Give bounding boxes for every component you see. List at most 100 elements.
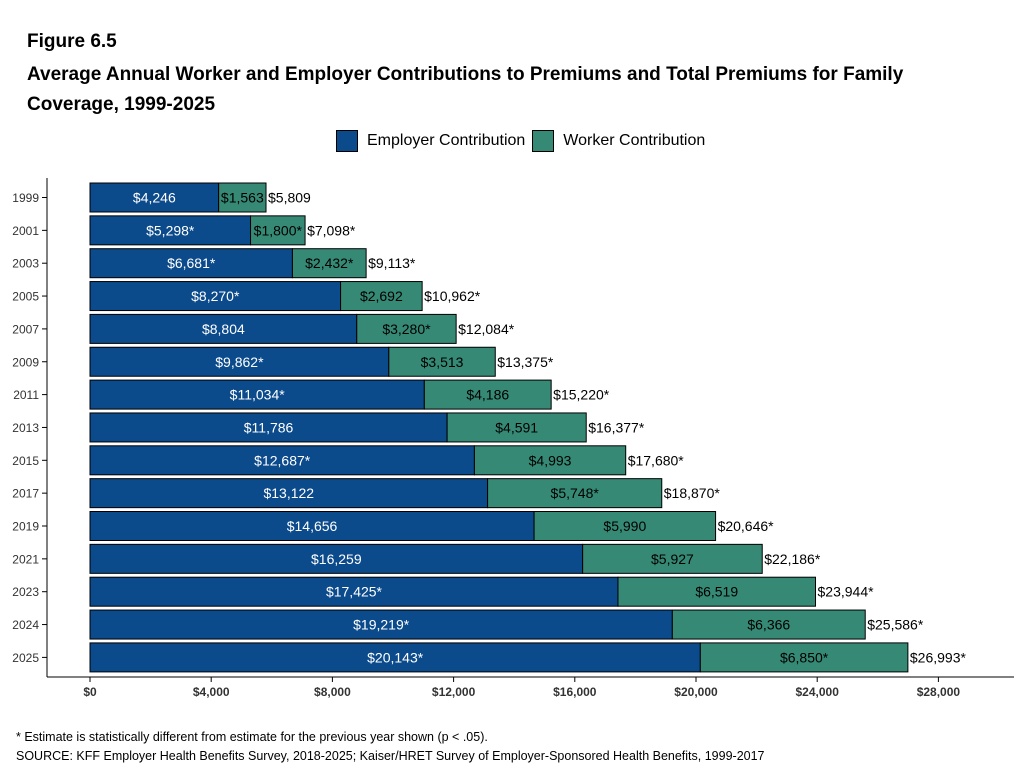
label-worker-2011: $4,186 — [466, 387, 509, 403]
bar-worker-2015 — [473, 445, 627, 476]
bar-worker-2025 — [699, 642, 909, 673]
x-tick-label: $24,000 — [796, 685, 840, 699]
y-tick-label: 2021 — [12, 552, 39, 566]
legend-item-employer: Employer Contribution — [336, 130, 525, 152]
footnote: * Estimate is statistically different fr… — [16, 730, 488, 744]
bar-employer-2001 — [89, 215, 252, 246]
y-tick-label: 2023 — [12, 585, 39, 599]
bar-employer-2003 — [89, 248, 293, 279]
label-total-2015: $17,680* — [628, 452, 685, 468]
x-tick-label: $16,000 — [553, 685, 597, 699]
label-worker-2017: $5,748* — [551, 485, 600, 501]
bar-worker-2013 — [446, 412, 587, 443]
x-tick-label: $12,000 — [432, 685, 476, 699]
label-total-2003: $9,113* — [368, 255, 416, 271]
y-tick-label: 2001 — [12, 224, 39, 238]
y-tick-label: 2011 — [13, 388, 39, 402]
label-worker-2003: $2,432* — [305, 255, 354, 271]
label-employer-2011: $11,034* — [230, 387, 286, 403]
label-worker-2021: $5,927 — [651, 551, 694, 567]
bar-worker-2009 — [388, 346, 496, 377]
label-worker-2015: $4,993 — [529, 452, 572, 468]
bar-employer-2005 — [89, 281, 342, 312]
bar-worker-2017 — [487, 478, 663, 509]
bar-worker-2005 — [340, 281, 423, 312]
y-tick-label: 2015 — [12, 454, 39, 468]
label-total-2025: $26,993* — [910, 649, 967, 665]
label-total-1999: $5,809 — [268, 190, 311, 206]
bar-employer-2023 — [89, 576, 619, 607]
y-tick-label: 2017 — [12, 487, 39, 501]
bar-employer-2015 — [89, 445, 475, 476]
label-total-2019: $20,646* — [718, 518, 775, 534]
bar-employer-2021 — [89, 543, 584, 574]
label-worker-2013: $4,591 — [495, 419, 538, 435]
bar-worker-2007 — [356, 313, 457, 344]
x-tick-label: $28,000 — [917, 685, 961, 699]
label-employer-2015: $12,687* — [254, 452, 311, 468]
label-employer-2007: $8,804 — [202, 321, 245, 337]
label-total-2005: $10,962* — [424, 288, 481, 304]
bar-worker-2019 — [533, 511, 717, 541]
label-worker-1999: $1,563 — [221, 190, 264, 206]
label-worker-2007: $3,280* — [382, 321, 431, 337]
x-tick-label: $20,000 — [674, 685, 718, 699]
label-total-2007: $12,084* — [458, 321, 515, 337]
bar-employer-2011 — [89, 379, 425, 410]
label-total-2011: $15,220* — [553, 387, 610, 403]
label-worker-2023: $6,519 — [695, 584, 738, 600]
y-tick-label: 2019 — [12, 520, 39, 534]
y-tick-label: 2009 — [12, 355, 39, 369]
bar-worker-2003 — [291, 248, 367, 279]
bar-employer-2009 — [89, 346, 390, 377]
chart-legend: Employer Contribution Worker Contributio… — [336, 128, 712, 154]
bar-employer-2007 — [89, 313, 358, 344]
bar-worker-2021 — [582, 543, 763, 574]
y-tick-label: 2007 — [12, 322, 39, 336]
label-employer-2005: $8,270* — [191, 288, 240, 304]
legend-swatch-employer — [336, 130, 358, 152]
x-tick-label: $4,000 — [193, 685, 230, 699]
bar-worker-2011 — [423, 379, 552, 410]
figure-label: Figure 6.5 — [27, 31, 117, 52]
label-employer-1999: $4,246 — [133, 190, 176, 206]
stacked-bar-chart: $0 $4,000 $8,000 $12,000 $16,000 $20,000 $24,0… — [12, 178, 1014, 699]
y-tick-label: 2025 — [12, 651, 39, 665]
legend-swatch-worker — [532, 130, 555, 152]
bar-worker-2024 — [671, 609, 866, 640]
label-employer-2019: $14,656 — [287, 518, 338, 534]
y-tick-label: 2013 — [12, 421, 39, 435]
bar-employer-2025 — [89, 642, 701, 673]
label-total-2009: $13,375* — [497, 354, 554, 370]
label-worker-2024: $6,366 — [747, 617, 790, 633]
x-tick-label: $0 — [83, 685, 97, 699]
legend-label-employer: Employer Contribution — [367, 132, 526, 149]
label-employer-2023: $17,425* — [326, 584, 383, 600]
bar-employer-2019 — [89, 511, 535, 541]
label-total-2023: $23,944* — [818, 584, 875, 600]
label-worker-2009: $3,513 — [421, 354, 464, 370]
y-tick-label: 1999 — [12, 191, 39, 205]
label-total-2017: $18,870* — [664, 485, 721, 501]
label-employer-2013: $11,786 — [244, 419, 294, 435]
label-worker-2025: $6,850* — [780, 649, 829, 665]
label-worker-2019: $5,990 — [603, 518, 646, 534]
label-employer-2009: $9,862* — [215, 354, 264, 370]
label-total-2001: $7,098* — [307, 222, 356, 238]
bar-worker-2001 — [250, 215, 306, 246]
label-worker-2001: $1,800* — [254, 222, 303, 238]
label-employer-2003: $6,681* — [167, 255, 216, 271]
legend-item-worker: Worker Contribution — [532, 130, 705, 152]
source-note: SOURCE: KFF Employer Health Benefits Sur… — [16, 749, 765, 763]
bar-employer-2017 — [89, 478, 489, 509]
bar-employer-2013 — [89, 412, 448, 443]
label-total-2021: $22,186* — [764, 551, 821, 567]
y-tick-label: 2003 — [12, 257, 39, 271]
bar-employer-2024 — [89, 609, 673, 640]
y-tick-label: 2005 — [12, 290, 39, 304]
y-tick-label: 2024 — [12, 618, 39, 632]
label-employer-2017: $13,122 — [263, 485, 314, 501]
label-employer-2025: $20,143* — [367, 649, 424, 665]
label-employer-2024: $19,219* — [353, 617, 410, 633]
label-total-2013: $16,377* — [588, 419, 645, 435]
